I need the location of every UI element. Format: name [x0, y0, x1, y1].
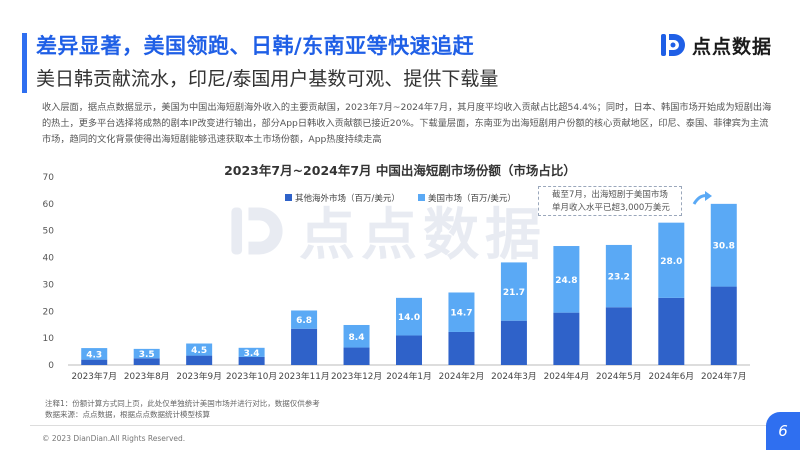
data-label: 14.7	[450, 309, 472, 319]
chart-title: 2023年7月~2024年7月 中国出海短剧市场份额（市场占比）	[224, 163, 576, 178]
y-tick-label: 50	[43, 227, 55, 237]
footer-divider	[30, 425, 770, 426]
bar-other-markets	[500, 320, 527, 365]
title-accent-bar	[22, 33, 27, 93]
x-tick-label: 2023年9月	[176, 370, 222, 382]
bar-us-market	[291, 310, 318, 329]
legend-swatch	[285, 194, 292, 201]
bar-other-markets	[238, 356, 265, 365]
x-tick-label: 2024年3月	[491, 370, 537, 382]
data-label: 3.4	[244, 349, 260, 359]
x-tick-label: 2024年1月	[386, 370, 432, 382]
bar-us-market	[710, 203, 737, 287]
bar-us-market	[238, 347, 265, 357]
bar-us-market	[658, 222, 685, 298]
data-label: 3.5	[139, 350, 155, 360]
bar-other-markets	[343, 347, 370, 365]
x-tick-label: 2024年6月	[649, 370, 695, 382]
curved-arrow-icon	[692, 191, 712, 205]
data-label: 28.0	[660, 257, 682, 267]
footnote-1: 注释1：份额计算方式同上页，此处仅单独统计美国市场并进行对比，数据仅供参考	[45, 399, 320, 408]
x-tick-label: 2023年7月	[71, 370, 117, 382]
legend-label: 其他海外市场（百万/美元）	[295, 193, 400, 204]
y-tick-label: 40	[43, 254, 55, 264]
data-label: 8.4	[349, 333, 365, 343]
bar-us-market	[343, 324, 370, 348]
page-number: 6	[766, 412, 800, 450]
bar-us-market	[186, 343, 213, 356]
data-label: 23.2	[608, 273, 630, 283]
x-tick-label: 2023年10月	[226, 370, 277, 382]
bar-other-markets	[605, 307, 632, 365]
callout-line-2: 单月收入水平已超3,000万美元	[552, 203, 670, 213]
bar-other-markets	[448, 331, 475, 365]
dd-logo-icon	[660, 34, 685, 56]
y-tick-label: 70	[43, 173, 55, 183]
bar-us-market	[81, 348, 108, 360]
data-label: 24.8	[555, 276, 577, 286]
chart-callout: 截至7月，出海短剧于美国市场 单月收入水平已超3,000万美元	[538, 186, 682, 216]
bar-us-market	[448, 292, 475, 332]
legend-swatch	[418, 194, 425, 201]
page-subtitle: 美日韩贡献流水，印尼/泰国用户基数可观、提供下载量	[36, 68, 499, 90]
x-tick-label: 2024年4月	[544, 370, 590, 382]
bar-us-market	[396, 297, 422, 336]
y-tick-label: 30	[43, 280, 55, 290]
y-tick-label: 0	[48, 361, 54, 371]
x-tick-label: 2023年12月	[331, 370, 382, 382]
bar-other-markets	[553, 312, 580, 365]
bar-other-markets	[658, 297, 685, 365]
bar-other-markets	[291, 328, 318, 365]
y-tick-label: 10	[43, 334, 55, 344]
bar-other-markets	[81, 359, 108, 365]
bar-us-market	[553, 246, 580, 313]
x-tick-label: 2024年7月	[701, 370, 747, 382]
bar-other-markets	[396, 335, 422, 365]
y-tick-label: 60	[43, 200, 55, 210]
brand-name: 点点数据	[691, 35, 772, 58]
bar-us-market	[500, 262, 527, 321]
x-tick-label: 2024年2月	[439, 370, 485, 382]
x-tick-label: 2024年5月	[596, 370, 642, 382]
legend-label: 美国市场（百万/美元）	[428, 193, 516, 204]
footnote-source: 数据来源：点点数据，根据点点数据统计模型核算	[45, 410, 210, 419]
summary-paragraph: 收入层面，据点点数据显示，美国为中国出海短剧海外收入的主要贡献国，2023年7月…	[42, 102, 772, 145]
x-tick-label: 2023年8月	[124, 370, 170, 382]
data-label: 30.8	[713, 242, 735, 252]
bar-us-market	[605, 244, 632, 308]
data-label: 4.3	[86, 350, 102, 360]
bar-other-markets	[710, 286, 737, 365]
y-tick-label: 20	[43, 307, 55, 317]
bar-other-markets	[186, 355, 213, 365]
data-label: 14.0	[398, 313, 420, 323]
bar-us-market	[133, 348, 160, 359]
brand-logo: 点点数据	[658, 30, 772, 60]
callout-line-1: 截至7月，出海短剧于美国市场	[552, 190, 668, 200]
data-label: 6.8	[296, 316, 312, 326]
data-label: 4.5	[191, 346, 207, 356]
x-tick-label: 2023年11月	[278, 370, 329, 382]
page-title: 差异显著，美国领跑、日韩/东南亚等快速追赶	[36, 34, 475, 58]
data-label: 21.7	[503, 288, 525, 298]
bar-other-markets	[133, 358, 160, 365]
copyright: © 2023 DianDian.All Rights Reserved.	[42, 434, 186, 443]
